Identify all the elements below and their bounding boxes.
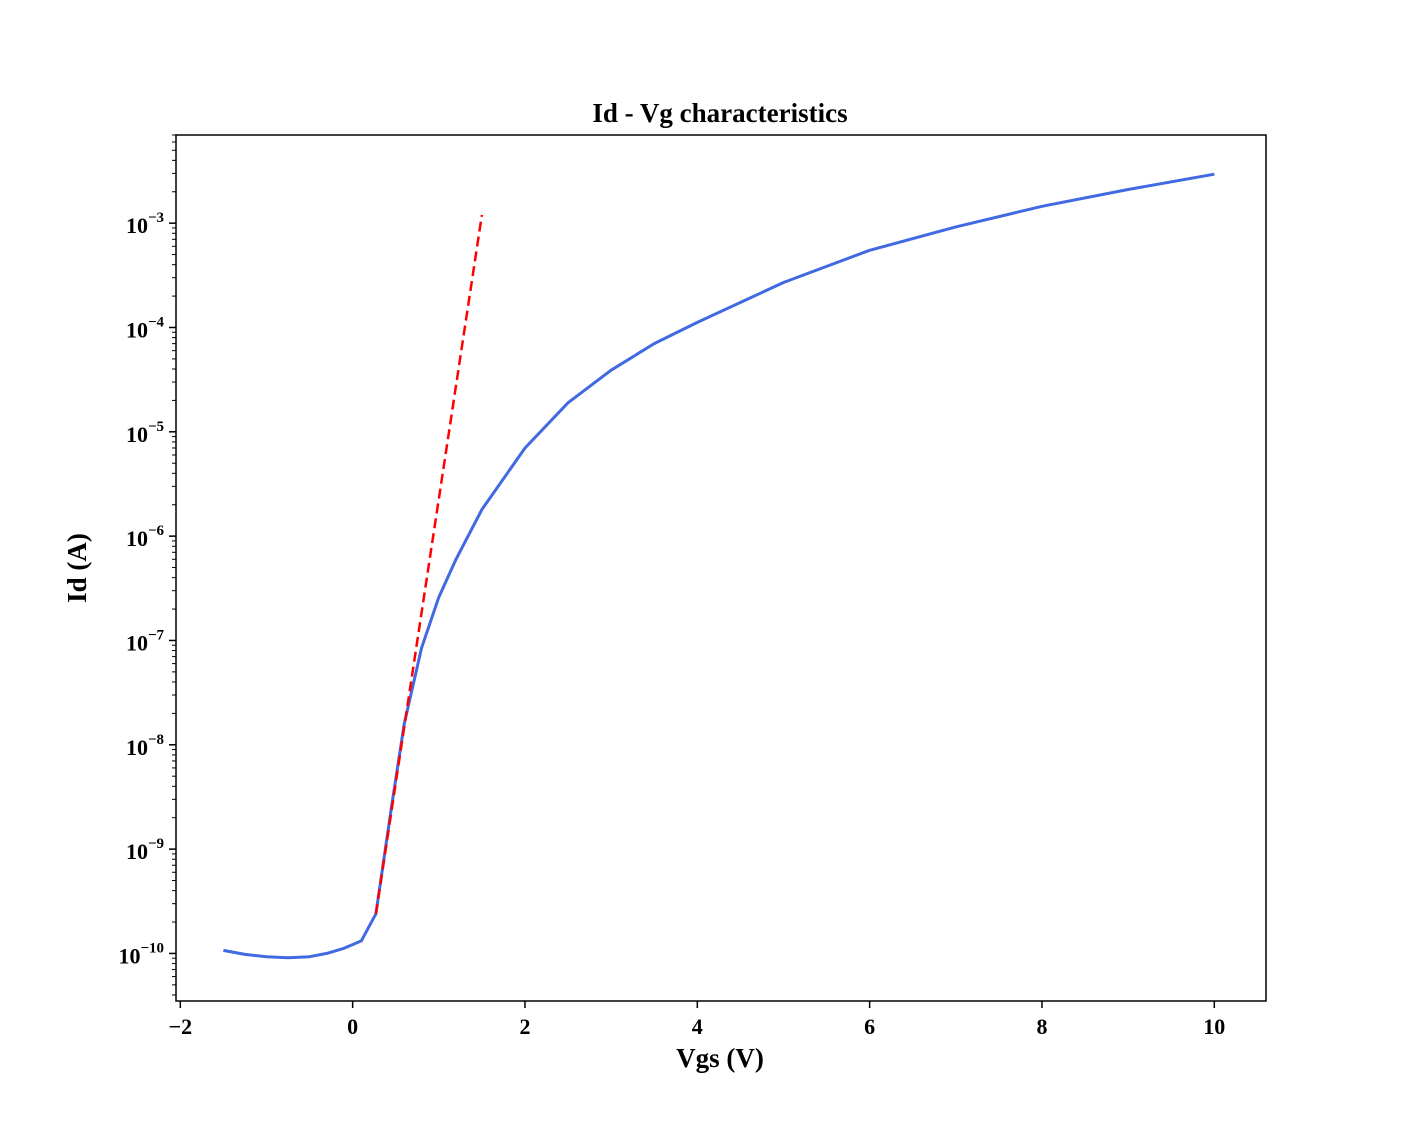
id-vg-curve [223, 172, 1215, 960]
chart-title: Id - Vg characteristics [592, 98, 847, 128]
y-tick-label: 10−4 [126, 314, 165, 342]
y-axis: 10−10 10−9 10−8 10−7 10−6 10−5 10−4 10−3 [118, 134, 176, 996]
x-tick-label: 8 [1036, 1014, 1047, 1039]
x-tick-label: 2 [519, 1014, 530, 1039]
y-tick-label: 10−5 [126, 419, 164, 447]
subthreshold-fit-line [374, 214, 484, 914]
y-tick-label: 10−3 [126, 210, 164, 238]
series-layer [223, 172, 1215, 960]
x-tick-label: 6 [864, 1014, 875, 1039]
x-tick-label: 0 [347, 1014, 358, 1039]
x-axis-label: Vgs (V) [676, 1043, 764, 1073]
x-tick-label: −2 [169, 1014, 193, 1039]
y-tick-label: 10−10 [118, 940, 164, 968]
x-tick-label: 4 [692, 1014, 703, 1039]
y-tick-label: 10−9 [126, 836, 164, 864]
x-tick-label: 10 [1203, 1014, 1225, 1039]
y-tick-label: 10−6 [126, 523, 165, 551]
y-tick-label: 10−7 [126, 627, 165, 655]
y-tick-label: 10−8 [126, 732, 164, 760]
y-axis-label: Id (A) [62, 533, 92, 603]
x-axis: −2 0 2 4 6 8 10 [169, 1001, 1225, 1039]
